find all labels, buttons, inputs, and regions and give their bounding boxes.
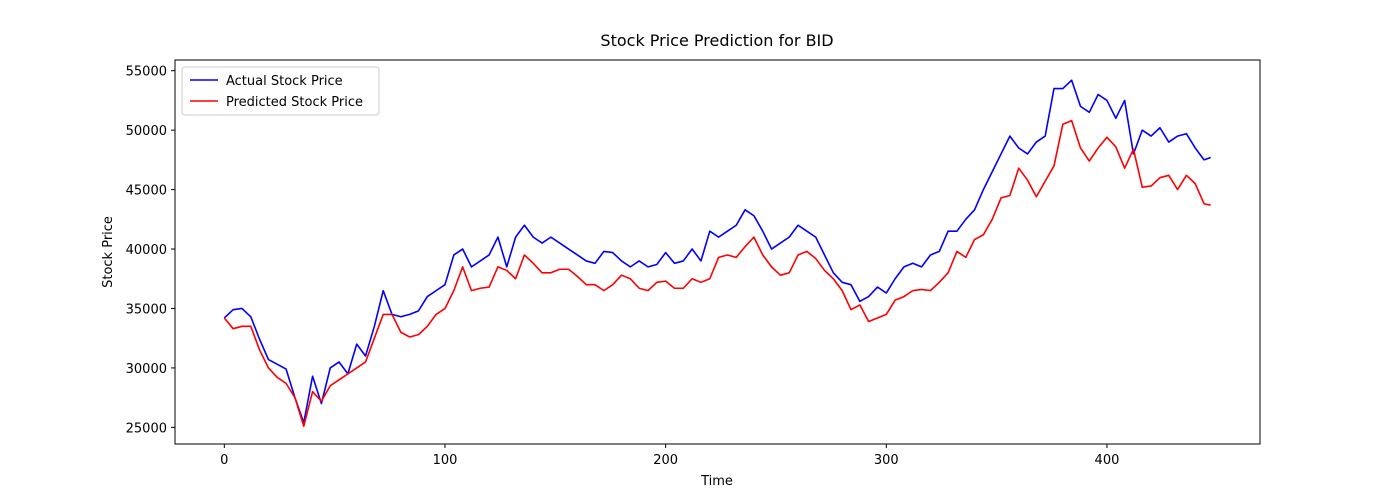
y-tick-label: 55000 — [126, 65, 167, 80]
y-tick-label: 25000 — [126, 421, 167, 436]
x-tick-label: 0 — [220, 453, 228, 468]
y-tick-label: 50000 — [126, 124, 167, 139]
x-axis-label: Time — [700, 474, 733, 489]
legend-label: Predicted Stock Price — [226, 95, 363, 110]
y-tick-label: 40000 — [126, 243, 167, 258]
line-series — [223, 79, 1211, 424]
y-axis-label: Stock Price — [101, 216, 116, 288]
legend-box — [181, 66, 380, 116]
legend-label: Actual Stock Price — [226, 74, 343, 89]
x-tick-label: 100 — [433, 453, 458, 468]
chart-title: Stock Price Prediction for BID — [600, 31, 833, 50]
y-tick-label: 30000 — [126, 362, 167, 377]
plot-frame — [174, 59, 1261, 445]
x-tick-label: 200 — [653, 453, 678, 468]
x-tick-label: 300 — [874, 453, 899, 468]
y-tick-label: 45000 — [126, 184, 167, 199]
y-tick-label: 35000 — [126, 302, 167, 317]
x-tick-label: 400 — [1095, 453, 1120, 468]
line-series — [223, 119, 1211, 427]
